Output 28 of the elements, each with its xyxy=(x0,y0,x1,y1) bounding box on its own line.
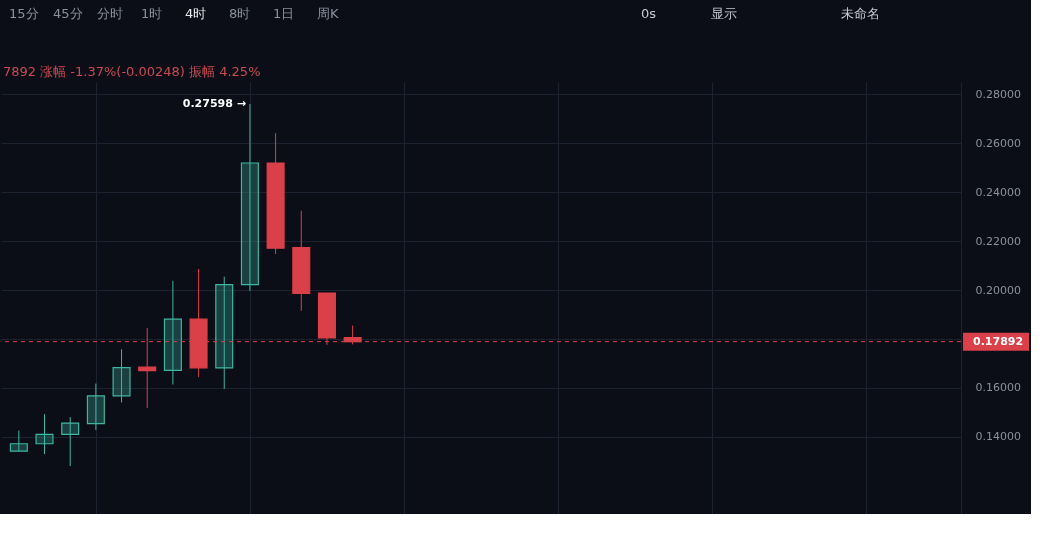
text: 分时 xyxy=(97,6,123,21)
y-tick-label: 0.28000 xyxy=(975,87,1021,101)
annotation: 0.27598 → xyxy=(182,97,246,111)
y-tick-label: 0.14000 xyxy=(975,430,1021,444)
candlestick xyxy=(61,416,80,467)
candlestick xyxy=(35,413,54,455)
y-tick-label: 0.24000 xyxy=(975,185,1021,199)
y-tick-label: 0.20000 xyxy=(975,283,1021,297)
text: 0s xyxy=(641,6,657,21)
candlestick xyxy=(163,280,182,386)
text: 未命名 xyxy=(841,6,880,21)
y-tick-label: 0.16000 xyxy=(975,381,1021,395)
y-tick-label: 0.26000 xyxy=(975,136,1021,150)
ref-line-label: 0.17892 xyxy=(973,334,1024,348)
candlestick xyxy=(86,383,105,431)
text: 1时 xyxy=(141,6,163,21)
text: 15分 xyxy=(9,6,39,21)
candlestick xyxy=(9,430,28,453)
text: 7892 涨幅 -1.37%(-0.00248) 振幅 4.25% xyxy=(3,64,261,79)
candlestick xyxy=(112,348,131,403)
text: 45分 xyxy=(53,6,83,21)
text: 4时 xyxy=(185,6,207,21)
text: 1日 xyxy=(273,6,295,21)
candlestick xyxy=(215,276,234,390)
text: 显示 xyxy=(711,6,737,21)
text: 周K xyxy=(317,6,339,21)
y-tick-label: 0.22000 xyxy=(975,234,1021,248)
text: 8时 xyxy=(229,6,251,21)
